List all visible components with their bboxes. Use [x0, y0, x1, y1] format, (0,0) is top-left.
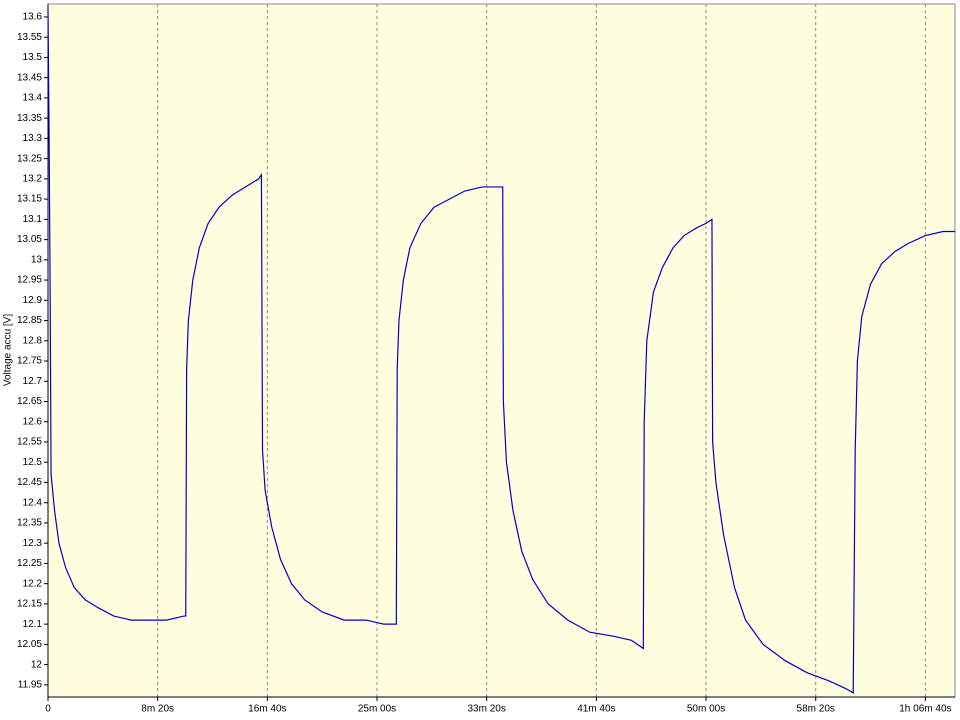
x-tick-label: 41m 40s [577, 704, 615, 715]
y-tick-label: 12.85 [17, 315, 42, 326]
y-tick-label: 13.05 [17, 234, 42, 245]
y-tick-label: 12.05 [17, 639, 42, 650]
y-axis-label: Voltage accu [V] [3, 314, 14, 386]
y-tick-label: 13.4 [23, 93, 43, 104]
y-tick-label: 12.7 [23, 376, 43, 387]
x-tick-label: 1h 06m 40s [899, 704, 951, 715]
y-tick-label: 12.1 [23, 619, 43, 630]
y-tick-label: 12.95 [17, 275, 42, 286]
y-tick-label: 12.75 [17, 356, 42, 367]
y-tick-label: 12.6 [23, 416, 43, 427]
x-tick-label: 50m 00s [687, 704, 725, 715]
x-tick-label: 25m 00s [358, 704, 396, 715]
y-tick-label: 12.55 [17, 437, 42, 448]
x-tick-label: 58m 20s [797, 704, 835, 715]
y-tick-label: 11.95 [18, 679, 43, 690]
y-tick-label: 12.9 [23, 295, 43, 306]
y-tick-label: 13 [31, 254, 43, 265]
plot-area [47, 3, 956, 698]
y-tick-label: 12.5 [23, 457, 43, 468]
y-tick-label: 12.2 [23, 578, 43, 589]
y-tick-label: 13.5 [23, 52, 43, 63]
y-tick-label: 12.35 [17, 518, 42, 529]
x-tick-label: 8m 20s [141, 704, 174, 715]
y-tick-label: 13.1 [23, 214, 43, 225]
y-tick-label: 13.35 [17, 113, 42, 124]
y-tick-label: 12.3 [23, 538, 43, 549]
x-tick-label: 0 [45, 704, 51, 715]
y-tick-label: 13.2 [23, 174, 43, 185]
y-tick-label: 13.3 [23, 133, 43, 144]
y-tick-label: 12.8 [23, 335, 43, 346]
y-tick-label: 12.45 [17, 477, 42, 488]
y-tick-label: 12.25 [17, 558, 42, 569]
y-tick-label: 13.6 [23, 12, 43, 23]
y-tick-label: 13.45 [17, 72, 42, 83]
y-tick-label: 13.55 [17, 32, 42, 43]
x-tick-label: 16m 40s [248, 704, 286, 715]
y-tick-label: 13.15 [17, 194, 42, 205]
x-tick-label: 33m 20s [468, 704, 506, 715]
y-tick-label: 12.15 [17, 599, 42, 610]
y-tick-label: 12.65 [17, 396, 42, 407]
data-line [47, 8, 955, 695]
y-tick-label: 13.25 [17, 153, 42, 164]
y-tick-label: 12.4 [23, 497, 43, 508]
y-tick-label: 12 [31, 659, 43, 670]
